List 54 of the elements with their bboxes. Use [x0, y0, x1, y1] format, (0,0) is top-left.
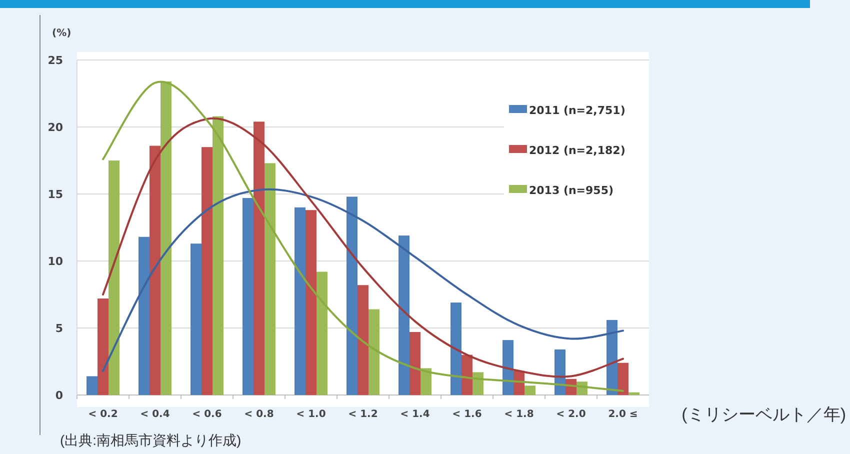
x-tick-label: < 1.0 — [296, 409, 326, 420]
x-tick-label: < 2.0 — [556, 409, 586, 420]
legend-label: 2013 (n=955) — [529, 184, 614, 197]
bar — [502, 340, 514, 395]
y-tick-label: 10 — [48, 255, 64, 268]
bar — [160, 81, 172, 395]
y-tick-label: 5 — [55, 322, 63, 335]
bar — [618, 362, 628, 395]
bar — [242, 198, 254, 395]
bar — [450, 302, 462, 395]
bar — [86, 376, 98, 395]
bar — [212, 116, 224, 395]
bar — [138, 236, 150, 395]
bar — [346, 196, 358, 395]
x-tick-label: < 1.6 — [452, 409, 482, 420]
bar — [462, 354, 472, 395]
bar — [628, 392, 640, 395]
bar — [524, 386, 536, 395]
bar — [398, 236, 410, 395]
y-tick-label: 0 — [55, 389, 64, 402]
x-axis-title: (ミリシーベルト／年) — [682, 405, 846, 424]
y-tick-label: 20 — [48, 121, 64, 134]
legend-label: 2012 (n=2,182) — [529, 144, 626, 157]
y-tick-label: 25 — [48, 54, 63, 67]
bar — [306, 210, 316, 395]
x-tick-label: < 0.2 — [88, 409, 118, 420]
x-tick-label: < 0.8 — [244, 409, 274, 420]
bar — [410, 332, 420, 395]
line-series — [102, 81, 624, 392]
bar — [606, 320, 618, 395]
bar — [420, 368, 432, 395]
bar — [108, 160, 120, 395]
y-axis-title: (%) — [52, 28, 72, 39]
line-series — [102, 118, 624, 378]
x-tick-label: 2.0 ≤ — [608, 409, 638, 420]
bar — [150, 146, 160, 395]
bar — [98, 298, 108, 395]
x-tick-label: < 0.6 — [192, 409, 222, 420]
bar — [472, 372, 484, 395]
bar — [254, 122, 264, 395]
bar — [316, 272, 328, 395]
bar — [190, 244, 202, 395]
bar — [358, 285, 368, 395]
bar — [294, 207, 306, 395]
text: (出典:南相馬市資料より作成) — [60, 432, 242, 448]
x-tick-label: < 1.4 — [400, 409, 430, 420]
legend-label: 2011 (n=2,751) — [529, 104, 626, 117]
bar — [202, 147, 212, 395]
bar — [368, 309, 380, 395]
x-tick-label: < 1.8 — [504, 409, 534, 420]
bar — [264, 163, 276, 395]
y-tick-label: 15 — [48, 188, 63, 201]
x-tick-label: < 1.2 — [348, 409, 378, 420]
x-tick-label: < 0.4 — [140, 409, 170, 420]
